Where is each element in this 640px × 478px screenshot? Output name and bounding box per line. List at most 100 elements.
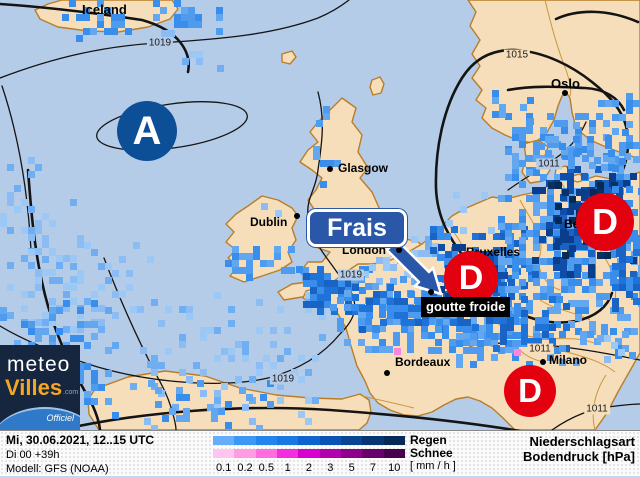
precip-cell [539,187,546,194]
precip-cell [481,192,488,199]
precip-cell [305,306,312,313]
precip-cell [91,300,98,307]
precip-cell [366,305,373,312]
precip-cell [540,202,547,209]
snow-scale-step [276,449,299,458]
precip-cell [324,273,331,280]
precip-cell [463,347,470,354]
precip-legend: 0.1 0.2 0.5 1 2 3 5 7 10 [213,436,405,474]
precip-cell [601,324,608,331]
precip-cell [42,241,49,248]
snow-color-scale [213,449,405,458]
precip-cell [573,136,580,143]
precip-cell [249,418,256,425]
precip-cell [407,311,414,318]
precip-cell [560,257,567,264]
precip-cell [560,236,567,243]
precip-cell [56,328,63,335]
precip-cell [535,317,542,324]
precip-cell [63,300,70,307]
precip-cell [519,216,526,223]
precip-cell [239,253,246,260]
precip-cell [28,206,35,213]
precip-cell [188,14,195,21]
precip-cell [500,317,507,324]
precip-cell [211,408,218,415]
precip-cell [533,202,540,209]
precip-cell [379,311,386,318]
precip-cell [563,303,570,310]
precip-cell [49,269,56,276]
precip-cell [494,265,501,272]
precip-cell [519,237,526,244]
city-label-london: London [342,243,386,257]
meteovilles-logo[interactable]: meteo Villes .com Officiel [0,345,80,430]
precip-cell [63,255,70,262]
precip-cell [14,206,21,213]
precip-cell [559,345,566,352]
precip-cell [358,318,365,325]
precip-cell [601,331,608,338]
precip-cell [359,305,366,312]
precip-cell [630,271,637,278]
precip-cell [553,264,560,271]
precip-cell [486,317,493,324]
precip-cell [84,363,91,370]
precip-cell [317,287,324,294]
precip-cell [35,220,42,227]
precip-cell [7,192,14,199]
precip-cell [533,279,540,286]
precip-cell [310,287,317,294]
precip-cell [512,162,519,169]
precip-cell [633,235,640,242]
precip-cell [358,311,365,318]
precip-cell [492,97,499,104]
precip-cell [344,339,351,346]
precip-cell [626,142,633,149]
precip-cell [575,113,582,120]
precip-cell [277,355,284,362]
precip-cell [77,370,84,377]
precip-cell [77,307,84,314]
precip-cell [612,114,619,121]
precip-cell [214,355,221,362]
precip-cell [547,307,554,314]
precip-cell [302,267,309,274]
precip-cell [626,284,633,291]
precip-cell [470,339,477,346]
precip-cell [91,370,98,377]
precip-cell [183,394,190,401]
precip-cell [174,14,181,21]
precip-cell [394,305,401,312]
precip-cell [49,298,56,305]
precip-cell [137,306,144,313]
precip-cell [507,317,514,324]
precip-cell [77,277,84,284]
precip-cell [387,312,394,319]
precip-cell [488,227,495,234]
precip-cell [528,338,535,345]
isobar-line [0,91,356,384]
precip-cell [365,325,372,332]
precip-cell [446,220,453,227]
precip-cell [519,244,526,251]
precip-cell [575,279,582,286]
precip-cell [256,425,263,430]
precip-cell [624,174,631,181]
precip-cell [407,325,414,332]
precip-cell [533,148,540,155]
precip-cell [298,411,305,418]
precip-cell [574,271,581,278]
precip-cell [617,174,624,181]
precip-cell [125,28,132,35]
precip-cell [277,383,284,390]
precip-cell [216,14,223,21]
precip-cell [316,120,323,127]
precip-cell [35,248,42,255]
precip-cell [594,157,601,164]
precip-cell [576,189,583,196]
precip-cell [602,180,609,187]
precip-cell [498,251,505,258]
precip-cell [77,321,84,328]
precip-cell [270,327,277,334]
